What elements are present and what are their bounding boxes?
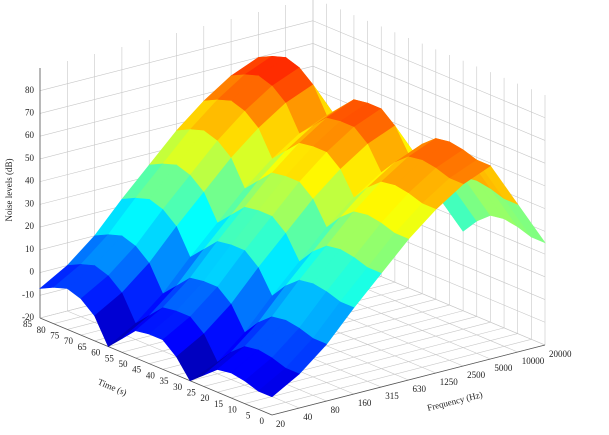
y-tick-label: 40 xyxy=(146,370,156,380)
z-tick-label: 50 xyxy=(25,153,35,163)
x-tick-label: 40 xyxy=(303,412,313,422)
y-tick-label: 70 xyxy=(64,336,74,346)
surface-patch xyxy=(257,367,300,398)
y-axis-title: Time (s) xyxy=(96,377,128,398)
grid-line xyxy=(312,65,546,164)
y-tick-label: 15 xyxy=(214,399,224,409)
y-tick-label: 85 xyxy=(23,319,33,329)
y-tick-label: 50 xyxy=(119,359,129,369)
z-tick-label: 10 xyxy=(25,244,35,254)
y-tick-label: 5 xyxy=(246,410,251,420)
x-tick-label: 5000 xyxy=(494,363,513,373)
y-axis-line xyxy=(39,317,273,416)
z-tick-label: 0 xyxy=(30,267,35,277)
y-tick-label: 20 xyxy=(200,393,210,403)
x-tick-label: 160 xyxy=(358,398,372,408)
x-tick-label: 20 xyxy=(276,419,286,429)
grid-line xyxy=(312,20,546,119)
x-tick-label: 10000 xyxy=(522,356,545,366)
z-tick-label: 80 xyxy=(25,85,35,95)
x-tick-label: 1250 xyxy=(440,377,459,387)
x-tick-label: 630 xyxy=(413,384,427,394)
surface xyxy=(39,55,546,398)
z-tick-label: -20 xyxy=(22,312,34,322)
z-tick-label: 40 xyxy=(25,176,35,186)
z-tick-label: 60 xyxy=(25,130,35,140)
y-tick-label: 25 xyxy=(187,388,197,398)
y-tick-label: 10 xyxy=(228,405,238,415)
y-tick-label: 35 xyxy=(159,376,169,386)
grid-line xyxy=(312,43,546,141)
y-tick-label: 75 xyxy=(50,330,60,340)
y-tick-label: 0 xyxy=(260,416,265,426)
x-tick-label: 80 xyxy=(331,405,341,415)
x-tick-label: 315 xyxy=(385,391,399,401)
y-tick-label: 80 xyxy=(37,325,47,335)
x-tick-label: 2500 xyxy=(467,370,486,380)
y-tick-label: 45 xyxy=(132,365,142,375)
y-tick-label: 55 xyxy=(105,353,115,363)
z-tick-label: -10 xyxy=(22,289,34,299)
z-tick-label: 70 xyxy=(25,108,35,118)
x-axis-line xyxy=(271,344,546,416)
z-axis-title: Noise levels (dB) xyxy=(4,159,14,222)
y-tick-label: 65 xyxy=(78,342,88,352)
y-tick-label: 30 xyxy=(173,382,183,392)
z-tick-label: 20 xyxy=(25,221,35,231)
z-tick-label: 30 xyxy=(25,198,35,208)
x-tick-label: 20000 xyxy=(549,349,572,359)
y-tick-label: 60 xyxy=(91,348,101,358)
x-axis-title: Frequency (Hz) xyxy=(426,389,483,412)
